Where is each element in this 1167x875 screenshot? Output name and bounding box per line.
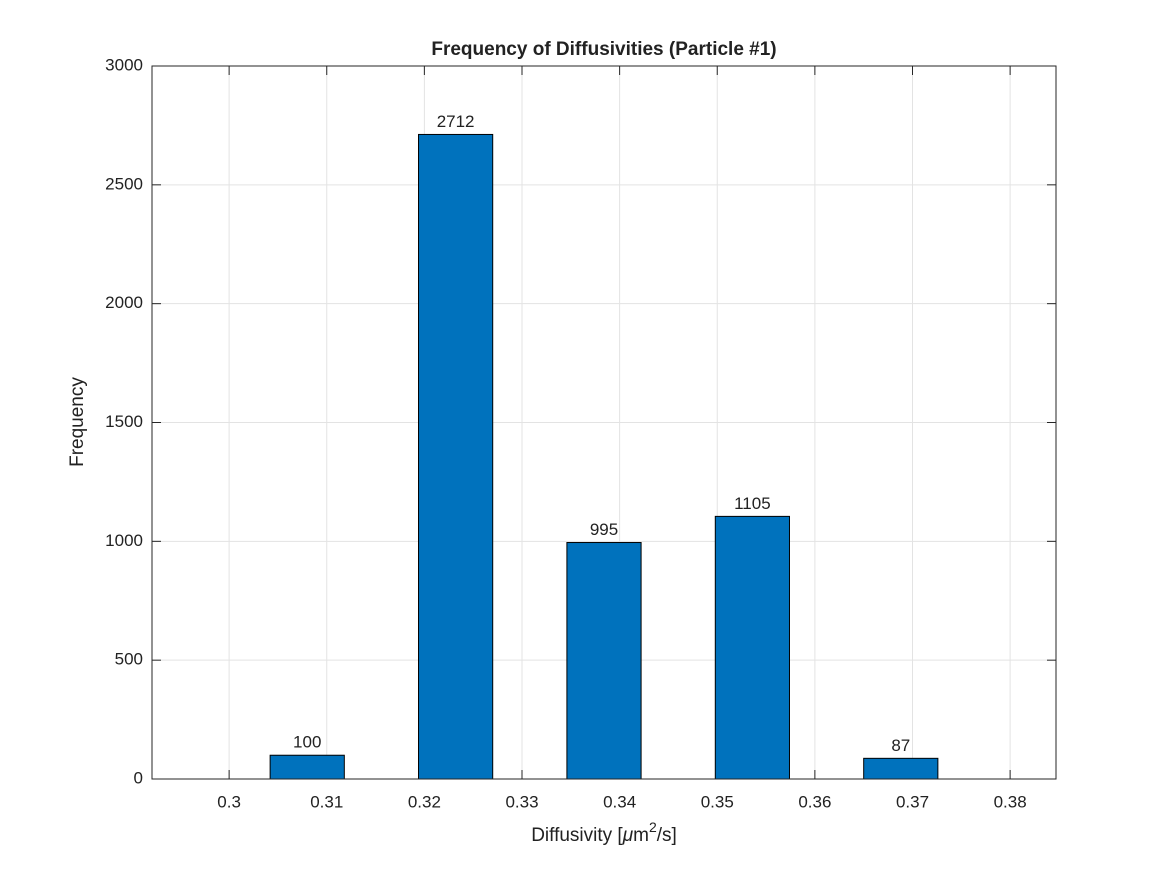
plot-frame — [151, 65, 1057, 780]
y-tick-label: 0 — [134, 768, 143, 787]
y-tick-label: 1500 — [105, 412, 143, 431]
data-label: 100 — [293, 733, 321, 752]
y-tick-label: 3000 — [105, 55, 143, 74]
x-label-part: 2 — [649, 819, 657, 835]
data-label: 995 — [590, 520, 618, 539]
x-tick-label: 0.34 — [603, 792, 636, 811]
y-tick-label: 500 — [115, 650, 143, 669]
x-label-part: /s] — [657, 825, 677, 846]
x-tick-label: 0.37 — [896, 792, 929, 811]
data-label: 1105 — [734, 494, 771, 513]
x-tick-label: 0.35 — [701, 792, 734, 811]
data-label: 87 — [891, 736, 910, 755]
bar — [418, 133, 494, 780]
y-axis-label: Frequency — [67, 377, 88, 467]
data-label: 2712 — [437, 112, 475, 131]
y-tick-label: 2000 — [105, 293, 143, 312]
bar — [863, 757, 939, 780]
x-tick-label: 0.33 — [505, 792, 538, 811]
y-tick-label: 1000 — [105, 531, 143, 550]
x-tick-label: 0.3 — [217, 792, 241, 811]
chart-title: Frequency of Diffusivities (Particle #1) — [431, 39, 776, 60]
y-tick-label: 2500 — [105, 174, 143, 193]
x-tick-label: 0.36 — [798, 792, 831, 811]
x-tick-label: 0.31 — [310, 792, 343, 811]
x-label-part: m — [633, 825, 649, 846]
bar — [714, 515, 790, 780]
x-axis-label: Diffusivity [μm2/s] — [531, 819, 677, 846]
x-label-part: Diffusivity [ — [531, 825, 623, 846]
bar — [269, 754, 345, 780]
x-tick-label: 0.38 — [994, 792, 1027, 811]
x-label-part: μ — [622, 825, 634, 846]
bar — [566, 542, 642, 780]
x-tick-label: 0.32 — [408, 792, 441, 811]
